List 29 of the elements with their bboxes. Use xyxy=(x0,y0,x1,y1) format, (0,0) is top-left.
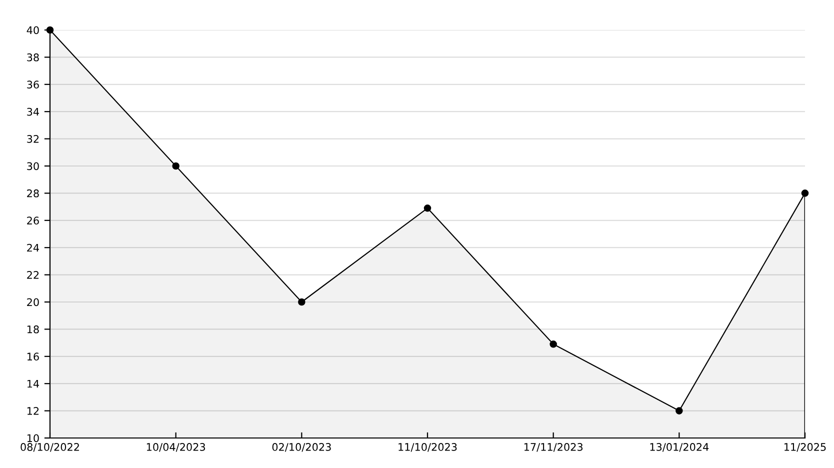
y-tick-label: 36 xyxy=(27,80,39,89)
y-tick-label: 16 xyxy=(27,352,39,361)
y-tick-label: 40 xyxy=(26,26,39,34)
y-tick-label: 26 xyxy=(27,216,39,225)
x-tick-label: 11/2025 xyxy=(784,443,826,452)
y-tick-label: 34 xyxy=(27,108,39,116)
point xyxy=(801,190,809,197)
x-tick-label: 10/04/2023 xyxy=(146,443,206,452)
y-tick-label: 12 xyxy=(27,407,39,415)
x-tick-label: 13/01/2024 xyxy=(650,443,709,452)
y-tick-label: 22 xyxy=(27,271,39,279)
y-tick-label: 18 xyxy=(27,325,39,334)
x-tick-label: 17/11/2023 xyxy=(524,443,583,452)
x-tick-label: 02/10/2023 xyxy=(272,443,331,452)
point xyxy=(424,204,432,212)
y-tick-label: 38 xyxy=(27,53,39,62)
y-tick-label: 28 xyxy=(27,189,39,198)
y-tick-label: 24 xyxy=(27,244,39,252)
point xyxy=(298,298,306,306)
y-tick-label: 30 xyxy=(27,162,39,170)
point xyxy=(676,407,683,414)
y-tick-label: 20 xyxy=(27,298,39,306)
x-tick-label: 08/10/2022 xyxy=(20,443,79,452)
y-tick-label: 14 xyxy=(27,380,39,388)
y-tick-label: 32 xyxy=(27,135,39,143)
point xyxy=(550,340,557,348)
x-tick-label: 11/10/2023 xyxy=(398,443,457,452)
y-tick-label: 10 xyxy=(27,434,39,442)
point xyxy=(172,162,180,170)
